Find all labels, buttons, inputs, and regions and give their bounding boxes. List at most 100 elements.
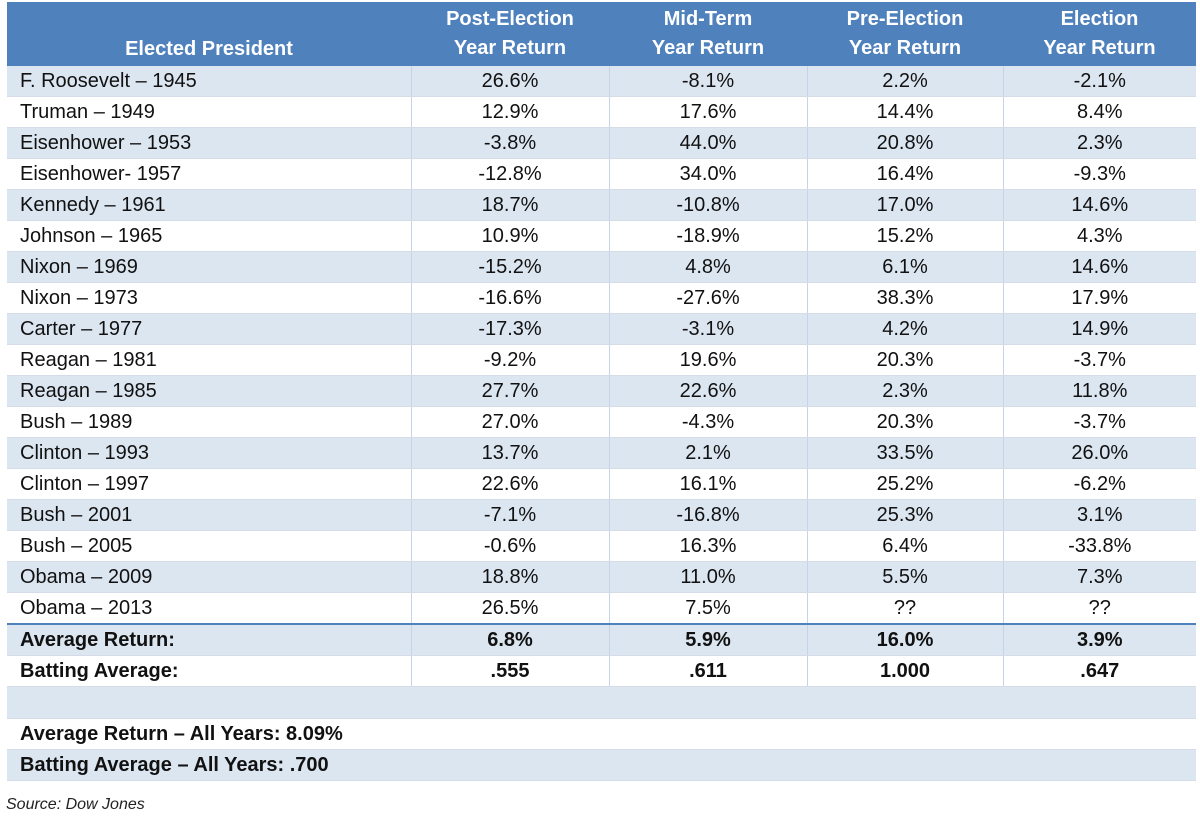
table-row: F. Roosevelt – 1945 26.6% -8.1% 2.2% -2.1% (7, 66, 1196, 97)
return-cell: 12.9% (410, 96, 609, 128)
return-cell: ?? (1002, 592, 1196, 625)
batting-average-value: .555 (410, 655, 609, 687)
president-cell: Obama – 2013 (7, 592, 411, 625)
president-cell: Nixon – 1973 (7, 282, 411, 314)
president-cell: Nixon – 1969 (7, 251, 411, 283)
average-return-value: 5.9% (608, 624, 807, 656)
return-cell: 3.1% (1002, 499, 1196, 531)
return-cell: 27.0% (410, 406, 609, 438)
return-cell: 20.3% (806, 344, 1003, 376)
average-return-row: Average Return: 6.8% 5.9% 16.0% 3.9% (7, 624, 1196, 656)
return-cell: -2.1% (1002, 66, 1196, 97)
header-post-election: Post-Election Year Return (411, 2, 609, 66)
table-row: Bush – 1989 27.0% -4.3% 20.3% -3.7% (7, 406, 1196, 438)
return-cell: 5.5% (806, 561, 1003, 593)
table-row: Bush – 2001 -7.1% -16.8% 25.3% 3.1% (7, 499, 1196, 531)
return-cell: 13.7% (410, 437, 609, 469)
president-cell: Bush – 1989 (7, 406, 411, 438)
president-cell: Reagan – 1985 (7, 375, 411, 407)
return-cell: 14.6% (1002, 189, 1196, 221)
table-row: Reagan – 1985 27.7% 22.6% 2.3% 11.8% (7, 375, 1196, 407)
table-row: Clinton – 1997 22.6% 16.1% 25.2% -6.2% (7, 468, 1196, 500)
return-cell: 22.6% (410, 468, 609, 500)
table-row: Reagan – 1981 -9.2% 19.6% 20.3% -3.7% (7, 344, 1196, 376)
return-cell: 4.8% (608, 251, 807, 283)
return-cell: 26.5% (410, 592, 609, 625)
president-cell: Truman – 1949 (7, 96, 411, 128)
table-row: Kennedy – 1961 18.7% -10.8% 17.0% 14.6% (7, 189, 1196, 221)
table-row: Johnson – 1965 10.9% -18.9% 15.2% 4.3% (7, 220, 1196, 252)
president-cell: Clinton – 1997 (7, 468, 411, 500)
return-cell: 11.8% (1002, 375, 1196, 407)
batting-average-value: 1.000 (806, 655, 1003, 687)
return-cell: 18.7% (410, 189, 609, 221)
header-pre-election: Pre-Election Year Return (807, 2, 1003, 66)
return-cell: -6.2% (1002, 468, 1196, 500)
return-cell: 22.6% (608, 375, 807, 407)
average-return-label: Average Return: (7, 624, 411, 656)
return-cell: 17.0% (806, 189, 1003, 221)
header-elected-president: Elected President (7, 2, 411, 66)
table-row: Truman – 1949 12.9% 17.6% 14.4% 8.4% (7, 96, 1196, 128)
return-cell: 17.6% (608, 96, 807, 128)
return-cell: 34.0% (608, 158, 807, 190)
return-cell: -17.3% (410, 313, 609, 345)
return-cell: 17.9% (1002, 282, 1196, 314)
return-cell: -9.3% (1002, 158, 1196, 190)
return-cell: 16.1% (608, 468, 807, 500)
table-summary: Average Return: 6.8% 5.9% 16.0% 3.9% Bat… (7, 624, 1196, 781)
return-cell: 14.4% (806, 96, 1003, 128)
return-cell: 19.6% (608, 344, 807, 376)
return-cell: 20.8% (806, 127, 1003, 159)
batting-all-years: Batting Average – All Years: .700 (7, 749, 1196, 781)
return-cell: -7.1% (410, 499, 609, 531)
average-return-value: 3.9% (1002, 624, 1196, 656)
president-cell: Eisenhower – 1953 (7, 127, 411, 159)
return-cell: 25.2% (806, 468, 1003, 500)
president-cell: Carter – 1977 (7, 313, 411, 345)
president-cell: Kennedy – 1961 (7, 189, 411, 221)
president-cell: Reagan – 1981 (7, 344, 411, 376)
header-election: Election Year Return (1003, 2, 1196, 66)
return-cell: 25.3% (806, 499, 1003, 531)
return-cell: 6.4% (806, 530, 1003, 562)
return-cell: 2.1% (608, 437, 807, 469)
table-row: Nixon – 1973 -16.6% -27.6% 38.3% 17.9% (7, 282, 1196, 314)
return-cell: 14.6% (1002, 251, 1196, 283)
batting-all-years-row: Batting Average – All Years: .700 (7, 749, 1196, 781)
return-cell: -3.7% (1002, 344, 1196, 376)
return-cell: 20.3% (806, 406, 1003, 438)
return-cell: 7.5% (608, 592, 807, 625)
return-cell: -3.1% (608, 313, 807, 345)
table-row: Eisenhower – 1953 -3.8% 44.0% 20.8% 2.3% (7, 127, 1196, 159)
return-cell: -3.8% (410, 127, 609, 159)
president-cell: Bush – 2001 (7, 499, 411, 531)
table-header: Elected President Post-Election Year Retu… (7, 2, 1196, 66)
batting-average-label: Batting Average: (7, 655, 411, 687)
avg-all-years: Average Return – All Years: 8.09% (7, 718, 1196, 750)
return-cell: -9.2% (410, 344, 609, 376)
return-cell: -3.7% (1002, 406, 1196, 438)
return-cell: -33.8% (1002, 530, 1196, 562)
return-cell: ?? (806, 592, 1003, 625)
return-cell: -0.6% (410, 530, 609, 562)
average-return-value: 6.8% (410, 624, 609, 656)
return-cell: 4.2% (806, 313, 1003, 345)
return-cell: -8.1% (608, 66, 807, 97)
table-row: Carter – 1977 -17.3% -3.1% 4.2% 14.9% (7, 313, 1196, 345)
batting-average-row: Batting Average: .555 .611 1.000 .647 (7, 655, 1196, 687)
return-cell: -27.6% (608, 282, 807, 314)
return-cell: 26.0% (1002, 437, 1196, 469)
return-cell: 4.3% (1002, 220, 1196, 252)
return-cell: 26.6% (410, 66, 609, 97)
president-cell: Obama – 2009 (7, 561, 411, 593)
return-cell: 11.0% (608, 561, 807, 593)
table-row: Eisenhower- 1957 -12.8% 34.0% 16.4% -9.3% (7, 158, 1196, 190)
return-cell: 7.3% (1002, 561, 1196, 593)
president-cell: Eisenhower- 1957 (7, 158, 411, 190)
return-cell: 14.9% (1002, 313, 1196, 345)
president-cell: Clinton – 1993 (7, 437, 411, 469)
return-cell: 6.1% (806, 251, 1003, 283)
return-cell: 2.2% (806, 66, 1003, 97)
return-cell: 16.3% (608, 530, 807, 562)
